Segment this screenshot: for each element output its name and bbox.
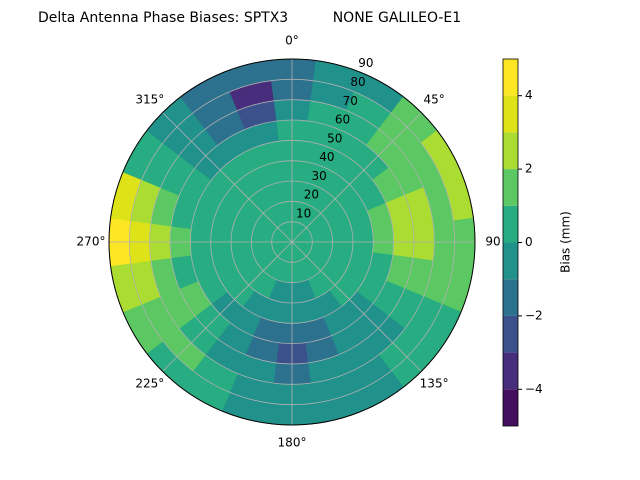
grid-spoke (291, 112, 422, 243)
r-tick-label: 30 (312, 169, 327, 183)
colorbar-tick-label: 4 (525, 88, 533, 102)
colorbar-tick-label: 0 (525, 235, 533, 249)
colorbar-band (503, 389, 518, 426)
theta-tick-label: 45° (423, 92, 444, 106)
theta-tick-label: 180° (278, 436, 307, 450)
theta-tick-label: 135° (420, 377, 449, 391)
grid-spoke (291, 241, 422, 372)
grid-spoke (162, 112, 293, 243)
colorbar-band (503, 352, 518, 390)
r-tick-label: 80 (350, 75, 365, 89)
r-tick-label: 90 (358, 56, 373, 70)
axes: 1020304050607080900°45°90135°180°225°270… (77, 34, 543, 450)
colorbar-band (503, 59, 518, 96)
colorbar-band (503, 95, 518, 133)
colorbar-tick-label: −4 (525, 382, 543, 396)
colorbar-tick-label: 2 (525, 162, 533, 176)
colorbar-band (503, 315, 518, 353)
r-tick-label: 40 (319, 150, 334, 164)
colorbar-band (503, 279, 518, 316)
chart-title: Delta Antenna Phase Biases: SPTX3 NONE G… (38, 10, 461, 26)
colorbar-band (503, 242, 518, 280)
colorbar-label: Bias (mm) (559, 211, 573, 273)
colorbar-band (503, 132, 518, 170)
theta-tick-label: 315° (135, 92, 164, 106)
r-tick-label: 60 (335, 113, 350, 127)
grid-spoke (162, 241, 293, 372)
r-tick-label: 20 (304, 188, 319, 202)
theta-tick-label: 0° (285, 34, 299, 48)
colorbar-band (503, 169, 518, 206)
r-tick-label: 70 (343, 94, 358, 108)
theta-tick-label: 90 (485, 235, 500, 249)
r-tick-label: 50 (327, 131, 342, 145)
r-tick-label: 10 (296, 206, 311, 220)
theta-tick-label: 225° (135, 377, 164, 391)
theta-tick-label: 270° (77, 235, 106, 249)
polar-frame (108, 58, 476, 426)
colorbar-tick-label: −2 (525, 308, 543, 322)
colorbar-band (503, 205, 518, 243)
